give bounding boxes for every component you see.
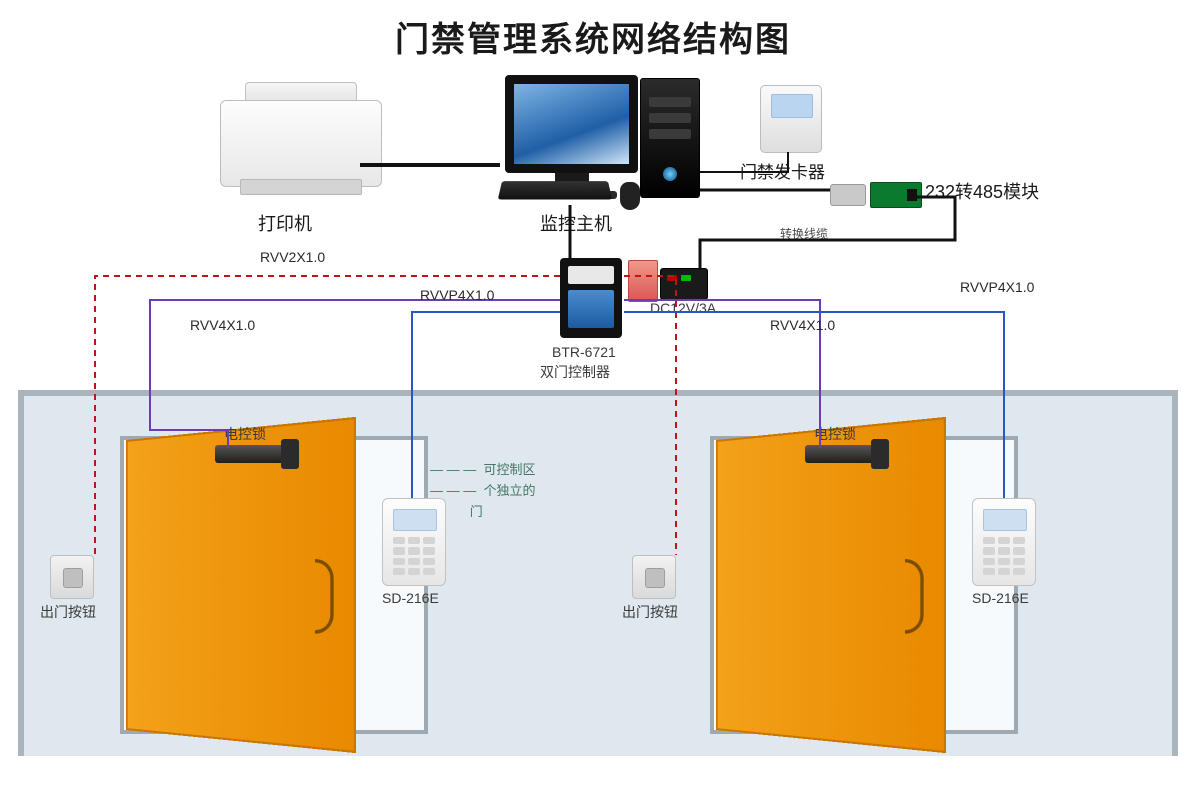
power-label: DC12V/3A (650, 300, 716, 316)
printer-label: 打印机 (258, 210, 312, 236)
diagram-stage: 门禁管理系统网络结构图 打印机 监控主机 门禁发卡器 232转485模块 转换线… (0, 0, 1186, 792)
wire-label-rvv4x10_right_lock: RVV4X1.0 (770, 317, 835, 333)
mouse-icon (620, 182, 640, 210)
exit-button-left-label: 出门按钮 (40, 602, 96, 622)
converter-icon (830, 182, 920, 206)
controller-icon (560, 258, 622, 338)
reader-left-model: SD-216E (382, 590, 439, 606)
note-dash: — — — (430, 462, 476, 477)
controller-model: BTR-6721 (552, 344, 616, 360)
reader-right-icon (972, 498, 1036, 586)
wire-label-rvvp4x10_right_reader: RVVP4X1.0 (960, 279, 1035, 295)
lock-left-icon (215, 445, 295, 463)
card-issuer-label: 门禁发卡器 (740, 158, 825, 183)
card-issuer-icon (760, 85, 822, 153)
converter-label: 232转485模块 (925, 178, 1039, 204)
exit-button-left-icon (50, 555, 94, 599)
pc-tower-icon (640, 78, 700, 198)
lock-right-label: 电控锁 (814, 424, 856, 444)
controller-label: 双门控制器 (540, 362, 610, 382)
lock-right-icon (805, 445, 885, 463)
note-text: — — — 可控制区 — — — 个独立的 门 (430, 460, 535, 522)
note-dash2: — — — (430, 483, 476, 498)
keyboard-icon (498, 181, 612, 199)
note-line-2: 门 (470, 504, 483, 519)
power-supply-icon (660, 268, 708, 300)
door-left (126, 417, 356, 753)
lock-left-label: 电控锁 (224, 424, 266, 444)
note-line-1: 个独立的 (483, 483, 535, 498)
wire-label-rvv2x10_left: RVV2X1.0 (260, 249, 325, 265)
card-icon (628, 260, 658, 302)
reader-right-model: SD-216E (972, 590, 1029, 606)
exit-button-right-icon (632, 555, 676, 599)
converter-sublabel: 转换线缆 (780, 225, 828, 242)
monitor-host-label: 监控主机 (540, 210, 612, 236)
diagram-title: 门禁管理系统网络结构图 (0, 12, 1186, 61)
printer-icon (220, 100, 382, 187)
note-line-0: 可控制区 (483, 462, 535, 477)
wire-label-rvvp4x10_left_reader: RVVP4X1.0 (420, 287, 495, 303)
wire-label-rvv4x10_left_lock: RVV4X1.0 (190, 317, 255, 333)
exit-button-right-label: 出门按钮 (622, 602, 678, 622)
door-right (716, 417, 946, 753)
